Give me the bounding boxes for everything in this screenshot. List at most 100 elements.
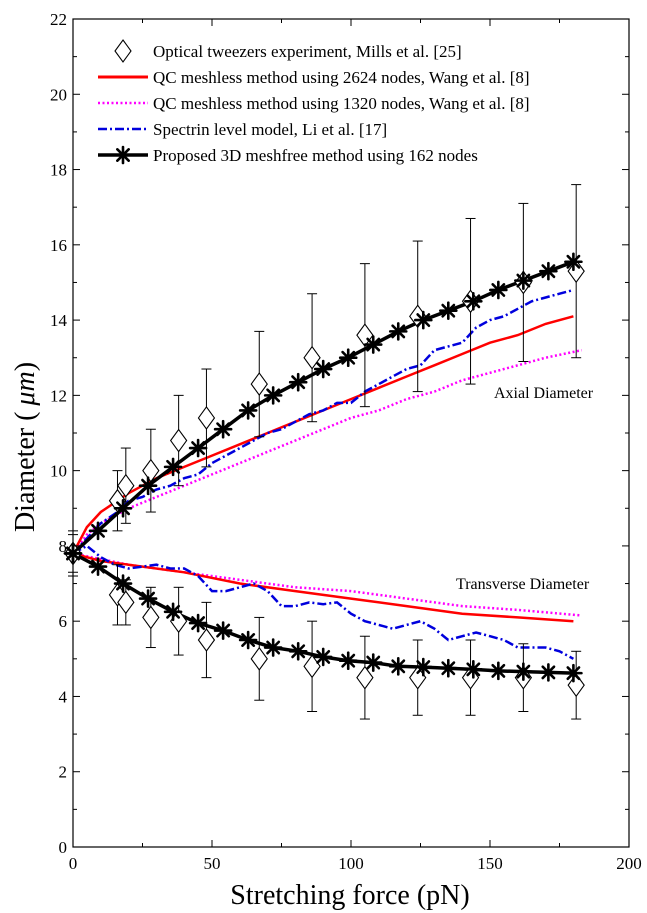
asterisk-stroke [166, 459, 181, 474]
legend-label-experiment: Optical tweezers experiment, Mills et al… [153, 42, 462, 61]
proposed-transverse-point [213, 621, 233, 640]
asterisk-stroke [116, 148, 130, 162]
x-tick-label: 150 [477, 854, 503, 873]
series-qc1320-transverse [72, 552, 582, 617]
legend-symbol-asterisk [113, 145, 133, 165]
proposed-axial-point [514, 271, 533, 290]
proposed-axial-point [363, 335, 383, 354]
legend-diamond-shape [114, 39, 132, 63]
proposed-axial-point [238, 401, 258, 420]
asterisk-stroke [291, 644, 306, 659]
experiment-transverse-point [303, 654, 321, 679]
asterisk-stroke [241, 633, 256, 647]
y-tick-label: 10 [50, 462, 67, 481]
asterisk-stroke [416, 660, 431, 675]
series-qc2624-transverse [72, 552, 574, 623]
x-tick-label: 100 [338, 854, 364, 873]
asterisk-stroke [416, 313, 431, 328]
experiment-axial-point [197, 406, 216, 430]
y-tick-label: 18 [50, 161, 67, 180]
y-tick-label: 12 [50, 386, 67, 405]
proposed-axial-point [263, 386, 283, 405]
proposed-axial-point [489, 280, 508, 300]
experiment-transverse-point [197, 628, 216, 652]
asterisk-stroke [466, 294, 481, 309]
asterisk-stroke [491, 283, 506, 297]
asterisk-stroke [141, 478, 156, 493]
asterisk-stroke [466, 662, 481, 677]
legend-item-experiment: Optical tweezers experiment, Mills et al… [114, 39, 462, 63]
series-spectrin-transverse [72, 544, 574, 660]
proposed-transverse-point [188, 613, 208, 633]
asterisk-stroke [91, 559, 105, 574]
experiment-axial-point [117, 473, 135, 498]
proposed-axial-point [564, 252, 583, 272]
proposed-transverse-point [388, 657, 408, 676]
proposed-transverse-point [263, 638, 283, 657]
asterisk-stroke [491, 663, 506, 678]
proposed-transverse-point [564, 663, 583, 683]
asterisk-stroke [566, 666, 581, 681]
asterisk-stroke [91, 523, 105, 538]
asterisk-stroke [166, 604, 181, 619]
proposed-transverse-point [413, 657, 433, 677]
plot-frame [72, 18, 630, 848]
proposed-axial-point [163, 457, 183, 477]
legend-item-qc1320: QC meshless method using 1320 nodes, Wan… [98, 94, 530, 113]
legend-item-proposed: Proposed 3D meshfree method using 162 no… [98, 145, 478, 165]
asterisk-stroke [391, 324, 406, 339]
y-axis-title: Diameter (μm) [10, 362, 41, 532]
legend-label-spectrin: Spectrin level model, Li et al. [17] [153, 120, 387, 139]
asterisk-stroke [216, 422, 231, 437]
y-tick-label: 8 [59, 537, 68, 556]
x-tick-label: 0 [69, 854, 78, 873]
experiment-transverse-point [142, 605, 160, 630]
proposed-transverse-point [238, 630, 258, 650]
proposed-transverse-point [438, 658, 458, 678]
experiment-transverse-point [250, 646, 268, 671]
asterisk-stroke [541, 264, 556, 279]
proposed-transverse-point [313, 647, 333, 667]
proposed-transverse-point [338, 651, 358, 671]
asterisk-stroke [116, 576, 130, 591]
asterisk-stroke [366, 337, 381, 352]
proposed-axial-point [413, 310, 433, 330]
proposed-axial-point [188, 438, 208, 458]
proposed-transverse-point [138, 589, 158, 608]
proposed-axial-point [138, 476, 158, 495]
x-tick-label: 200 [616, 854, 642, 873]
proposed-transverse-point [489, 661, 508, 681]
y-tick-label: 14 [50, 311, 68, 330]
proposed-transverse-point [363, 653, 383, 672]
proposed-transverse-point [288, 641, 308, 661]
axial-diameter-label: Axial Diameter [494, 385, 594, 402]
proposed-transverse-point [539, 663, 558, 682]
experiment-axial-point [303, 345, 321, 370]
y-tick-label: 16 [50, 236, 67, 255]
y-tick-label: 20 [50, 85, 67, 104]
y-tick-label: 6 [59, 612, 68, 631]
asterisk-stroke [391, 659, 406, 674]
asterisk-stroke [266, 388, 281, 403]
y-tick-label: 22 [50, 10, 67, 29]
legend-label-qc2624: QC meshless method using 2624 nodes, Wan… [153, 68, 530, 87]
proposed-axial-point [464, 291, 483, 311]
asterisk-stroke [266, 640, 281, 655]
asterisk-stroke [341, 350, 356, 365]
series-proposed-axial [71, 260, 575, 555]
series-qc1320-axial [71, 348, 582, 555]
proposed-axial-point [388, 322, 408, 341]
y-axis-title-unit: μm [10, 371, 41, 406]
proposed-axial-point [338, 348, 358, 368]
asterisk-stroke [191, 441, 206, 456]
legend: Optical tweezers experiment, Mills et al… [98, 39, 530, 165]
series-spectrin-axial [72, 288, 574, 555]
asterisk-stroke [516, 273, 531, 288]
y-axis-title-close: ) [10, 362, 41, 371]
legend-symbol-diamond [114, 39, 132, 63]
asterisk-stroke [341, 653, 356, 668]
asterisk-stroke [541, 665, 556, 680]
legend-item-qc2624: QC meshless method using 2624 nodes, Wan… [98, 68, 530, 87]
proposed-transverse-point [514, 662, 533, 681]
proposed-transverse-point [113, 574, 133, 593]
